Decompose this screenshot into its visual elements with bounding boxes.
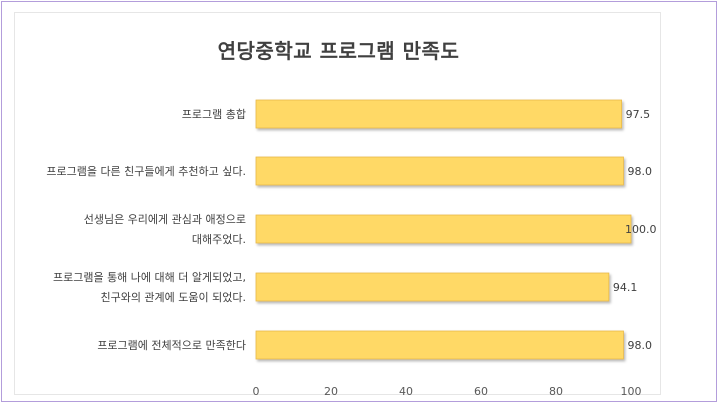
category-label: 대해주었다. [192,232,246,246]
x-tick-label: 80 [549,385,563,398]
value-label: 98.0 [628,165,653,178]
bar [255,99,623,129]
category-label: 프로그램을 다른 친구들에게 추천하고 싶다. [46,164,246,178]
value-label: 97.5 [626,108,651,121]
bar [255,156,624,186]
x-tick-label: 40 [399,385,413,398]
value-label: 100.0 [625,223,657,236]
category-label: 친구와의 관계에 도움이 되었다. [100,291,246,304]
x-tick-label: 60 [474,385,488,398]
x-tick-label: 100 [621,385,642,398]
category-label: 프로그램 총합 [182,108,246,121]
x-tick-label: 0 [253,385,260,398]
category-label: 선생님은 우리에게 관심과 애정으로 [84,213,246,226]
category-label: 프로그램을 통해 나에 대해 더 알게되었고, [53,270,246,284]
x-tick-label: 20 [324,385,338,398]
category-label: 프로그램에 전체적으로 만족한다 [97,339,246,352]
value-label: 98.0 [628,339,653,352]
bar [255,214,632,244]
bar [255,272,610,302]
value-labels: 97.5 98.0 100.0 94.1 98.0 [613,108,657,352]
value-label: 94.1 [613,281,638,294]
chart-title: 연당중학교 프로그램 만족도 [217,39,460,63]
x-axis-ticks: 0 20 40 60 80 100 [253,385,642,398]
bars-layer [255,99,632,360]
chart-area: 연당중학교 프로그램 만족도 [14,12,661,395]
bar [255,330,624,360]
